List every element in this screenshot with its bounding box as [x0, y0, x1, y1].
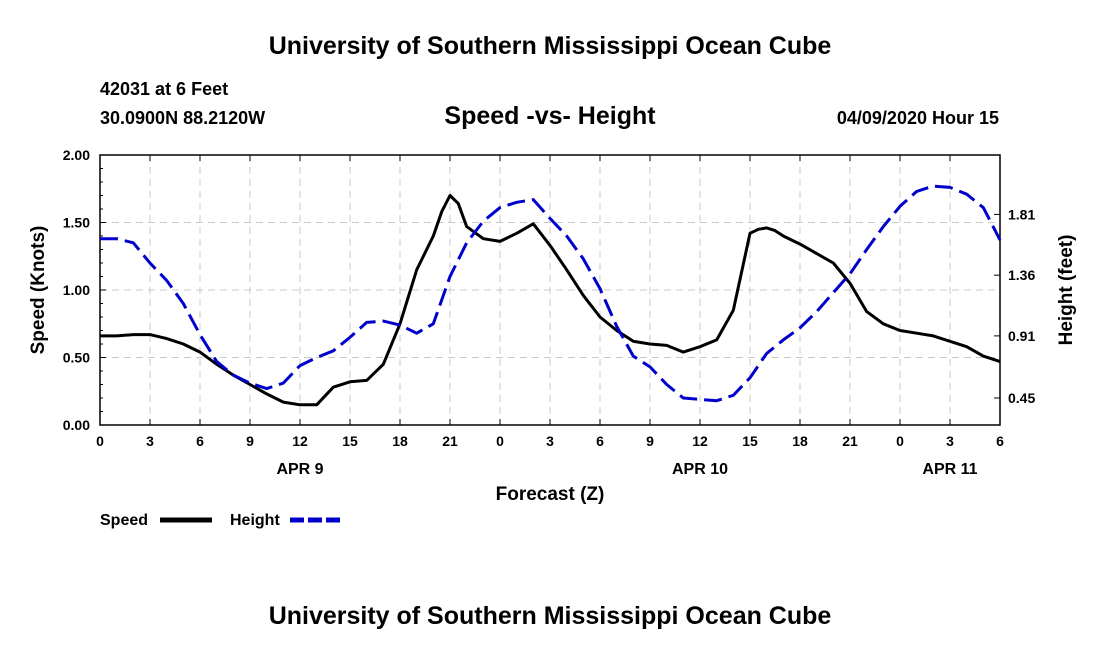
- x-tick-label: 21: [842, 433, 858, 449]
- x-tick-label: 6: [596, 433, 604, 449]
- chart-title: Speed -vs- Height: [444, 102, 656, 130]
- y2-tick-label: 0.91: [1008, 328, 1035, 344]
- page-title: University of Southern Mississippi Ocean…: [269, 32, 832, 60]
- x-tick-label: 6: [996, 433, 1004, 449]
- x-tick-label: 6: [196, 433, 204, 449]
- x-tick-label: 3: [946, 433, 954, 449]
- y2-tick-label: 0.45: [1008, 390, 1035, 406]
- x-tick-label: 3: [546, 433, 554, 449]
- y-tick-label: 0.00: [63, 417, 90, 433]
- x-tick-label: 18: [392, 433, 408, 449]
- x-tick-label: 9: [646, 433, 654, 449]
- series-lines: [100, 184, 1002, 407]
- x-tick-label: 12: [292, 433, 308, 449]
- y-tick-label: 1.50: [63, 215, 90, 231]
- x-axis-label: Forecast (Z): [496, 484, 605, 505]
- x-tick-label: 0: [496, 433, 504, 449]
- x-tick-label: 9: [246, 433, 254, 449]
- legend-height-label: Height: [230, 512, 280, 529]
- x-tick-label: 0: [896, 433, 904, 449]
- legend: Speed Height: [100, 512, 342, 529]
- x-tick-label: 18: [792, 433, 808, 449]
- footer-title: University of Southern Mississippi Ocean…: [269, 602, 832, 630]
- x-tick-label: 21: [442, 433, 458, 449]
- y2-axis-label: Height (feet): [1056, 235, 1077, 346]
- forecast-datetime: 04/09/2020 Hour 15: [837, 108, 999, 128]
- date-label: APR 10: [672, 461, 728, 478]
- x-tick-label: 0: [96, 433, 104, 449]
- y2-tick-label: 1.81: [1008, 206, 1035, 222]
- y-tick-label: 0.50: [63, 350, 90, 366]
- legend-speed-label: Speed: [100, 512, 148, 529]
- station-label: 42031 at 6 Feet: [100, 79, 228, 99]
- y2-tick-label: 1.36: [1008, 267, 1035, 283]
- y-tick-label: 1.00: [63, 282, 90, 298]
- date-label: APR 9: [276, 461, 323, 478]
- series-line-speed: [100, 194, 1001, 407]
- date-label: APR 11: [922, 461, 977, 478]
- y-tick-label: 2.00: [63, 147, 90, 163]
- grid-lines: [100, 155, 1000, 425]
- x-tick-label: 12: [692, 433, 708, 449]
- axis-ticks: 0 3 6 9 12 15 18 21 0 3 6 9 12 15 18 21 0 3 6 APR 9 APR 10 AP…: [63, 147, 1036, 478]
- x-tick-label: 15: [342, 433, 358, 449]
- y-axis-label: Speed (Knots): [28, 226, 49, 355]
- x-tick-label: 3: [146, 433, 154, 449]
- x-tick-label: 15: [742, 433, 758, 449]
- series-line-height: [100, 184, 1002, 403]
- station-coords: 30.0900N 88.2120W: [100, 108, 265, 128]
